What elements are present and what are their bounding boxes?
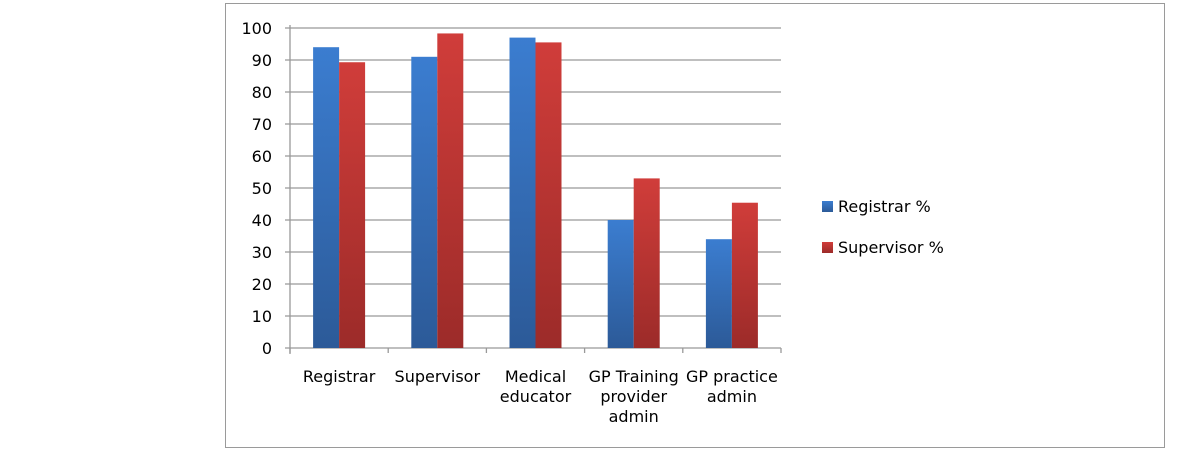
legend-swatch — [822, 242, 833, 253]
x-tick-label-line: Registrar — [303, 367, 376, 386]
y-tick-label: 80 — [252, 83, 272, 102]
y-tick-label: 40 — [252, 211, 272, 230]
x-tick-label: GP Training provider admin — [589, 367, 679, 426]
bar-registrar — [411, 56, 438, 349]
bar-registrar — [509, 37, 536, 348]
x-tick-label: Registrar — [303, 367, 376, 386]
legend-label: Registrar % — [838, 197, 931, 216]
x-tick-label-line: Supervisor — [395, 367, 481, 386]
bar-supervisor — [535, 42, 562, 349]
x-tick-label-line: admin — [609, 407, 659, 426]
bar-supervisor — [731, 202, 758, 348]
y-tick-label: 20 — [252, 275, 272, 294]
x-tick-label: GP practice admin — [686, 367, 778, 406]
bar-supervisor — [437, 33, 464, 348]
bar-registrar — [705, 239, 732, 348]
y-tick-label: 70 — [252, 115, 272, 134]
x-tick-label: Medical educator — [500, 367, 572, 406]
bar-registrar — [607, 220, 634, 348]
x-tick-label-line: Medical — [505, 367, 566, 386]
y-tick-label: 100 — [241, 19, 272, 38]
y-tick-label: 60 — [252, 147, 272, 166]
y-tick-label: 0 — [262, 339, 272, 358]
legend-swatch — [822, 201, 833, 212]
bar-supervisor — [339, 62, 366, 349]
bar-supervisor — [633, 178, 660, 348]
bar-registrar — [313, 47, 340, 348]
legend-label: Supervisor % — [838, 238, 944, 257]
y-tick-label: 90 — [252, 51, 272, 70]
x-tick-label-line: provider — [600, 387, 667, 406]
x-tick-label: Supervisor — [395, 367, 481, 386]
y-tick-label: 30 — [252, 243, 272, 262]
x-tick-label-line: educator — [500, 387, 572, 406]
x-tick-label-line: GP Training — [589, 367, 679, 386]
y-tick-label: 50 — [252, 179, 272, 198]
y-tick-label: 10 — [252, 307, 272, 326]
x-tick-label-line: admin — [707, 387, 757, 406]
chart-frame — [225, 3, 1165, 448]
x-tick-label-line: GP practice — [686, 367, 778, 386]
